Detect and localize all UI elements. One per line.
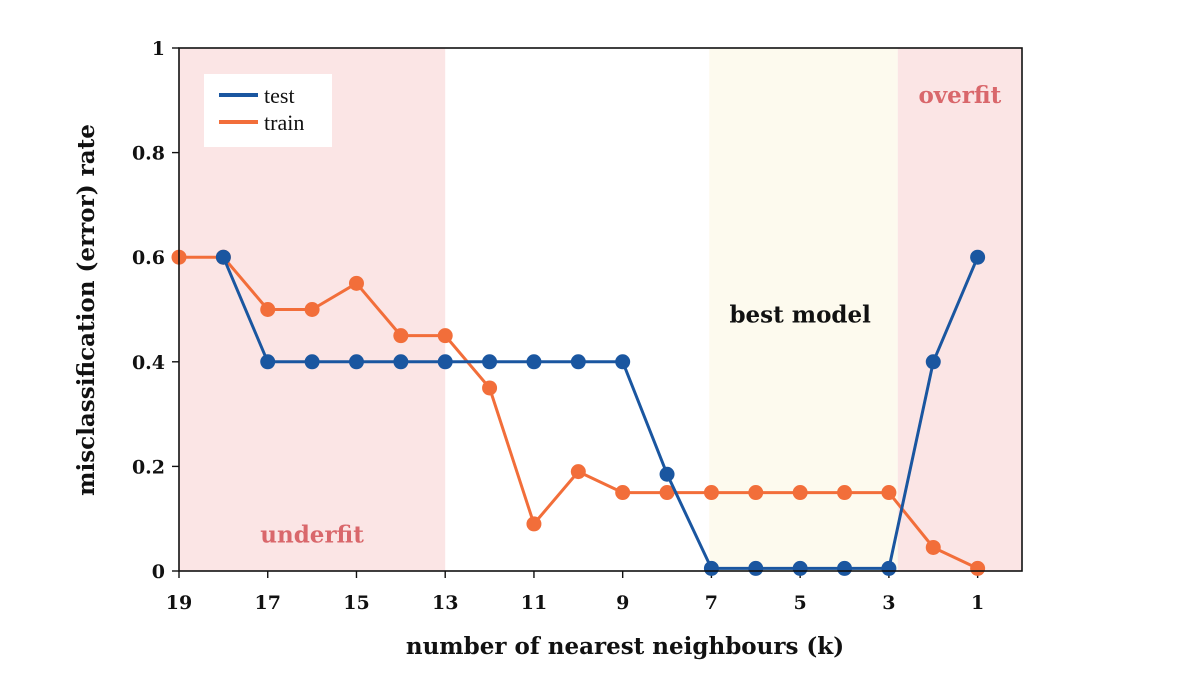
data-point-train (393, 328, 409, 344)
data-point-train (792, 485, 808, 501)
x-tick-label: 11 (521, 592, 547, 614)
data-point-train (482, 380, 498, 396)
data-point-test (792, 560, 808, 576)
data-point-test (881, 560, 897, 576)
data-point-train (925, 539, 941, 555)
region-label-underfit: underfit (260, 521, 364, 548)
data-point-test (215, 249, 231, 265)
x-tick-label: 3 (882, 592, 895, 614)
region-label-best-model: best model (729, 302, 871, 329)
plot-frame (178, 47, 1023, 572)
x-tick-label: 7 (705, 592, 718, 614)
data-point-train (881, 485, 897, 501)
series-layer (171, 249, 986, 576)
data-point-train (526, 516, 542, 532)
y-tick-label: 0.4 (132, 352, 165, 374)
legend-label-train: train (264, 110, 304, 135)
y-tick-label: 0.2 (132, 456, 165, 478)
region-label-overfit: overfit (918, 82, 1001, 109)
data-point-test (748, 560, 764, 576)
data-point-train (837, 485, 853, 501)
axis-ticks: 19 17 15 13 11 9 7 5 3 1 0 0.2 0.4 0.6 0.8 1 (132, 38, 984, 614)
y-tick-label: 0.6 (132, 247, 165, 269)
x-tick-label: 13 (432, 592, 458, 614)
data-point-test (703, 560, 719, 576)
data-point-test (925, 354, 941, 370)
data-point-test (615, 354, 631, 370)
y-axis-label: misclassification (error) rate (73, 124, 100, 496)
data-point-test (526, 354, 542, 370)
region-best-model (709, 48, 898, 571)
data-point-train (615, 485, 631, 501)
series-test (215, 249, 986, 576)
legend-label-test: test (264, 83, 295, 108)
data-point-train (570, 464, 586, 480)
data-point-test (393, 354, 409, 370)
y-tick-label: 0 (152, 561, 165, 583)
data-point-test (348, 354, 364, 370)
x-tick-label: 9 (616, 592, 629, 614)
data-point-train (348, 275, 364, 291)
x-axis-label: number of nearest neighbours (k) (406, 633, 844, 660)
data-point-test (437, 354, 453, 370)
x-tick-label: 19 (166, 592, 192, 614)
x-tick-label: 5 (794, 592, 807, 614)
data-point-test (304, 354, 320, 370)
x-tick-label: 1 (971, 592, 984, 614)
y-tick-label: 0.8 (132, 143, 165, 165)
data-point-test (659, 466, 675, 482)
data-point-test (570, 354, 586, 370)
y-tick-label: 1 (152, 38, 165, 60)
data-point-train (970, 560, 986, 576)
data-point-test (260, 354, 276, 370)
data-point-train (437, 328, 453, 344)
data-point-train (260, 302, 276, 317)
legend: test train (204, 74, 332, 147)
series-train (171, 249, 986, 576)
data-point-train (748, 485, 764, 501)
data-point-test (482, 354, 498, 370)
region-labels: underfit best model overfit (260, 82, 1001, 548)
data-point-test (837, 560, 853, 576)
region-overfit (897, 48, 1022, 571)
data-point-train (703, 485, 719, 501)
data-point-train (659, 485, 675, 501)
data-point-test (970, 249, 986, 265)
legend-box (204, 74, 332, 147)
data-point-train (304, 302, 320, 317)
x-tick-label: 17 (255, 592, 281, 614)
x-tick-label: 15 (343, 592, 369, 614)
